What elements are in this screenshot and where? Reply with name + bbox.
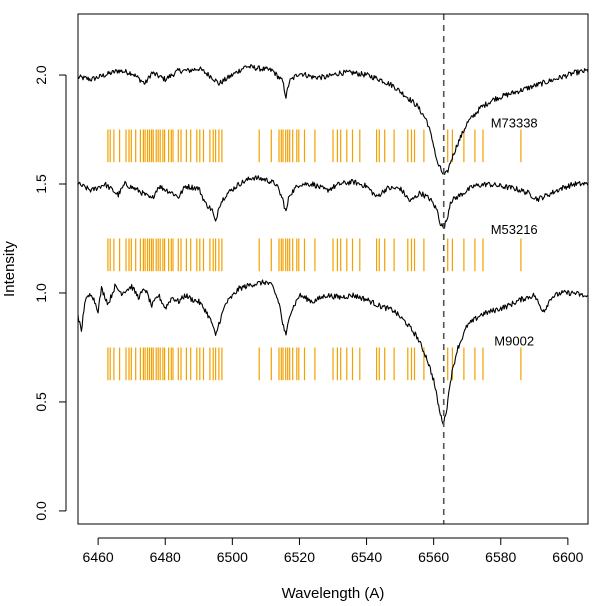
series-label-M73338: M73338 (491, 115, 538, 130)
y-tick-label: 1.0 (33, 283, 49, 303)
series-label-M9002: M9002 (494, 333, 534, 348)
y-axis: 0.0 0.5 1.0 1.5 2.0 (33, 65, 67, 521)
marker-group-M53216 (107, 238, 522, 272)
y-axis-title: Intensity (1, 241, 18, 297)
series-label-M53216: M53216 (491, 222, 538, 237)
spectrum-line-M9002 (77, 279, 589, 426)
series-label-layer: M73338 M53216 M9002 (491, 115, 538, 348)
x-tick-label: 6540 (351, 549, 382, 565)
y-tick-label: 0.5 (33, 392, 49, 412)
y-tick-label: 2.0 (33, 65, 49, 85)
y-tick-label: 1.5 (33, 174, 49, 194)
spectrum-line-M53216 (77, 175, 589, 229)
x-tick-label: 6460 (83, 549, 114, 565)
spectrum-line-M73338 (77, 64, 589, 175)
x-tick-label: 6500 (217, 549, 248, 565)
marker-group-M73338 (107, 129, 522, 163)
y-tick-label: 0.0 (33, 501, 49, 521)
line-marker-layer (107, 129, 522, 381)
x-tick-label: 6580 (485, 549, 516, 565)
x-tick-label: 6600 (552, 549, 583, 565)
x-tick-label: 6480 (150, 549, 181, 565)
x-tick-label: 6520 (284, 549, 315, 565)
x-axis-title: Wavelength (A) (282, 585, 385, 602)
x-tick-label: 6560 (418, 549, 449, 565)
marker-group-M9002 (107, 347, 522, 381)
spectrum-layer (77, 64, 589, 426)
x-axis: 6460 6480 6500 6520 6540 6560 6580 6600 (83, 537, 584, 565)
plot-frame (77, 13, 589, 525)
